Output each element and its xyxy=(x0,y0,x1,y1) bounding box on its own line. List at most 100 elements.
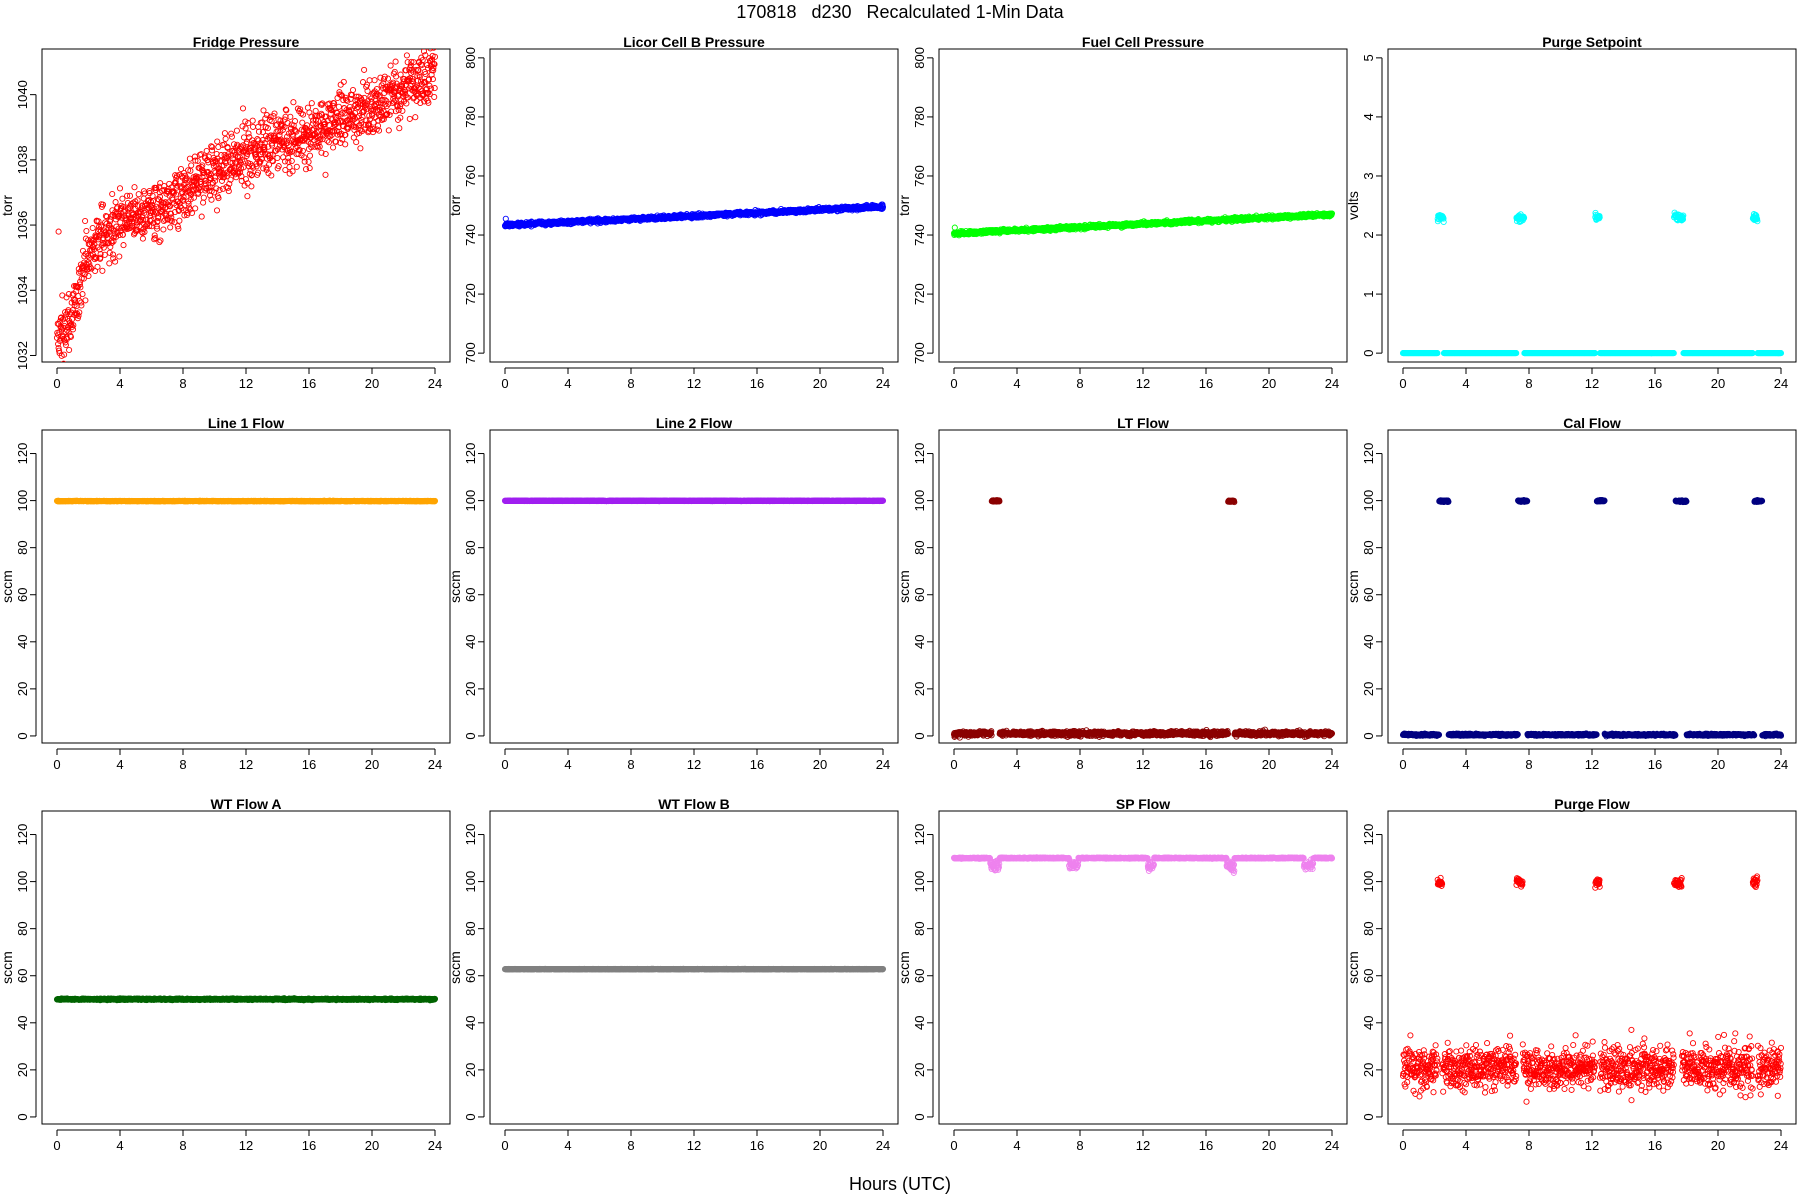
data-point xyxy=(371,77,378,84)
data-point xyxy=(345,107,352,114)
data-point xyxy=(363,81,371,88)
data-point xyxy=(168,214,175,221)
data-point xyxy=(1513,350,1520,357)
data-point xyxy=(397,71,404,78)
data-point xyxy=(282,166,289,174)
data-point xyxy=(369,112,376,119)
data-point xyxy=(426,91,433,98)
data-point xyxy=(97,254,104,261)
data-point xyxy=(166,203,174,210)
data-point xyxy=(97,251,104,258)
data-point xyxy=(420,49,428,55)
x-tick-label: 8 xyxy=(1525,376,1532,391)
data-point xyxy=(153,184,160,192)
data-point xyxy=(213,185,220,192)
x-tick-label: 8 xyxy=(627,376,634,391)
data-point xyxy=(250,164,257,171)
data-point xyxy=(161,182,168,190)
data-point xyxy=(239,105,247,112)
data-point xyxy=(226,180,233,187)
data-point xyxy=(414,77,421,84)
data-point xyxy=(241,158,248,165)
data-point xyxy=(257,143,264,150)
data-point xyxy=(242,125,249,132)
x-tick-label: 4 xyxy=(1013,376,1020,391)
data-point xyxy=(269,157,276,164)
x-tick-label: 20 xyxy=(1262,376,1276,391)
data-point xyxy=(421,42,426,47)
data-point xyxy=(167,224,174,231)
data-point xyxy=(293,163,300,170)
data-point xyxy=(1434,350,1441,357)
data-point xyxy=(174,223,181,230)
data-point xyxy=(240,142,247,149)
data-point xyxy=(327,106,335,113)
panel-title: Fuel Cell Pressure xyxy=(1082,34,1204,50)
y-tick-label: 1036 xyxy=(15,211,30,240)
data-point xyxy=(279,126,286,133)
data-point xyxy=(78,302,85,309)
data-point xyxy=(134,197,141,204)
data-point xyxy=(225,188,232,195)
data-point xyxy=(174,182,181,189)
data-point xyxy=(116,253,123,260)
data-point xyxy=(290,133,297,140)
data-point xyxy=(155,213,162,220)
data-point xyxy=(254,169,262,176)
data-point xyxy=(93,255,100,262)
y-tick-label: 780 xyxy=(463,106,478,128)
data-point xyxy=(166,202,173,209)
data-point xyxy=(61,360,67,362)
data-point xyxy=(382,101,389,108)
data-point xyxy=(78,275,85,282)
data-point xyxy=(299,147,306,154)
data-point xyxy=(160,226,167,233)
data-point xyxy=(58,314,65,321)
data-point xyxy=(306,152,314,159)
data-point xyxy=(306,165,313,172)
data-point xyxy=(107,243,114,251)
data-point xyxy=(305,158,312,165)
data-point xyxy=(255,128,263,135)
y-tick-label: 800 xyxy=(463,47,478,69)
y-axis-label: volts xyxy=(1345,191,1361,220)
data-point xyxy=(94,263,101,270)
data-point xyxy=(260,146,267,154)
data-point xyxy=(208,196,215,203)
y-axis-label: torr xyxy=(447,195,463,216)
data-point xyxy=(311,130,319,137)
data-point xyxy=(81,271,88,278)
y-tick-label: 4 xyxy=(1361,113,1376,120)
data-point xyxy=(338,130,345,137)
y-tick-label: 5 xyxy=(1361,54,1376,61)
data-point xyxy=(85,265,93,272)
data-point xyxy=(361,66,368,73)
data-point xyxy=(69,323,76,330)
y-tick-label: 720 xyxy=(463,283,478,305)
data-point xyxy=(214,138,221,145)
data-point xyxy=(130,219,137,226)
data-point xyxy=(281,123,288,130)
x-tick-label: 0 xyxy=(950,376,957,391)
data-point xyxy=(76,269,83,276)
data-point xyxy=(151,236,158,243)
data-point xyxy=(245,130,252,137)
data-point xyxy=(59,316,67,323)
data-point xyxy=(284,133,291,140)
data-point xyxy=(264,125,271,132)
panel-frame xyxy=(1387,48,1797,363)
data-point xyxy=(77,284,84,291)
y-tick-label: 740 xyxy=(912,224,927,246)
data-point xyxy=(392,88,399,95)
data-point xyxy=(335,112,342,119)
data-point xyxy=(190,194,197,201)
data-point xyxy=(290,122,297,129)
data-point xyxy=(221,174,228,181)
data-point xyxy=(290,99,297,106)
data-point xyxy=(1440,215,1447,222)
panel-title: Licor Cell B Pressure xyxy=(623,34,765,50)
data-point xyxy=(431,85,438,92)
data-point xyxy=(300,111,307,118)
